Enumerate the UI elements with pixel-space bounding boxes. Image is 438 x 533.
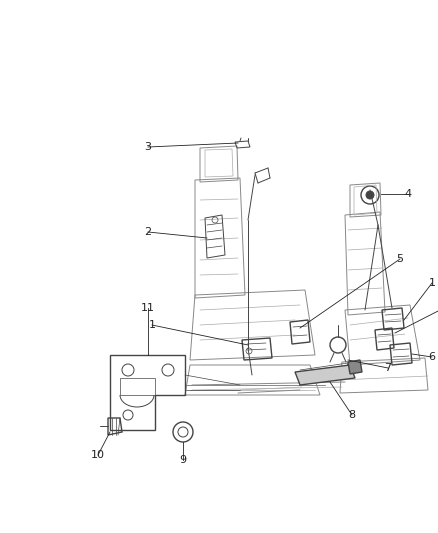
Text: 7: 7 xyxy=(385,363,392,373)
Text: 10: 10 xyxy=(91,450,105,460)
Circle shape xyxy=(366,191,374,199)
Text: 5: 5 xyxy=(396,254,403,264)
Polygon shape xyxy=(295,365,355,385)
Text: 11: 11 xyxy=(141,303,155,313)
Text: 8: 8 xyxy=(349,410,356,420)
Text: 1: 1 xyxy=(428,278,435,288)
Text: 6: 6 xyxy=(428,352,435,362)
Text: 3: 3 xyxy=(145,142,152,152)
Text: 9: 9 xyxy=(180,455,187,465)
Polygon shape xyxy=(348,360,362,374)
Text: 2: 2 xyxy=(145,227,152,237)
Text: 4: 4 xyxy=(404,189,412,199)
Text: 1: 1 xyxy=(148,320,155,330)
